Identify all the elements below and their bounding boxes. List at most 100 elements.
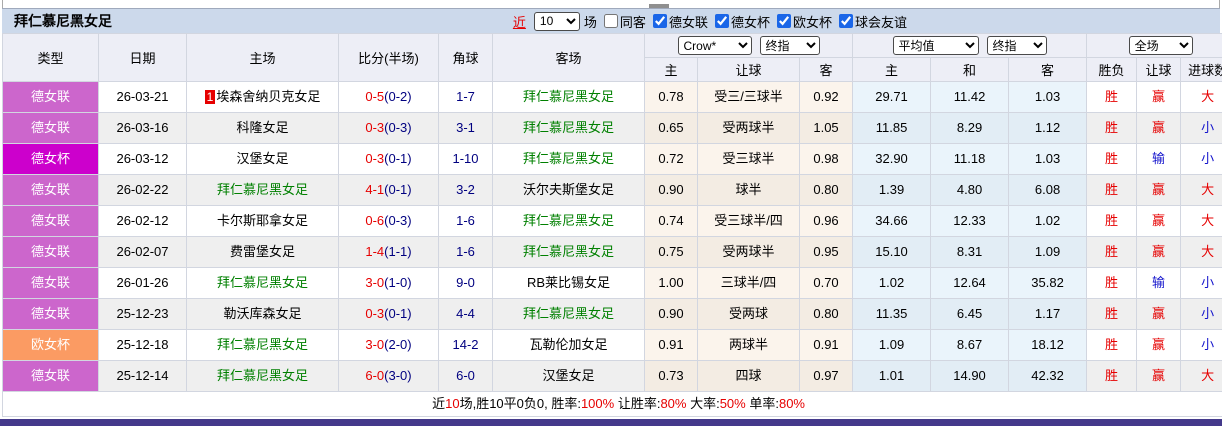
score-cell[interactable]: 0-3(0-1) [338, 143, 439, 175]
home-team-name[interactable]: 拜仁慕尼黑女足 [216, 337, 308, 352]
match-type-cell: 德女联 [2, 236, 99, 268]
home-team-name[interactable]: 埃森舍纳贝克女足 [216, 89, 321, 104]
table-row: 德女联 25-12-23 勒沃库森女足 0-3(0-1) 4-4 拜仁慕尼黑女足… [2, 298, 1222, 330]
home-team-name[interactable]: 汉堡女足 [236, 151, 289, 166]
away-team-cell[interactable]: 拜仁慕尼黑女足 [492, 205, 645, 237]
home-team-cell[interactable]: 费雷堡女足 [186, 236, 339, 268]
filter-checkbox-cup[interactable] [714, 14, 729, 28]
home-team-cell[interactable]: 卡尔斯耶拿女足 [186, 205, 339, 237]
away-team-name[interactable]: 拜仁慕尼黑女足 [522, 306, 614, 321]
final-index-select-2[interactable]: 终指 [986, 36, 1047, 55]
home-team-cell[interactable]: 拜仁慕尼黑女足 [186, 329, 339, 361]
avg-home-cell: 32.90 [852, 143, 932, 175]
away-team-name[interactable]: 瓦勒伦加女足 [529, 337, 608, 352]
col-avg-home: 主 [852, 57, 932, 82]
home-odds-cell: 0.90 [644, 174, 698, 206]
away-team-name[interactable]: 拜仁慕尼黑女足 [522, 213, 614, 228]
rank-badge: 1 [204, 90, 216, 104]
result-cell: 胜 [1086, 360, 1138, 392]
handicap-result-cell: 赢 [1136, 236, 1182, 268]
home-team-name[interactable]: 科隆女足 [236, 120, 289, 135]
match-type-badge: 德女联 [3, 299, 98, 329]
recent-link[interactable]: 近 [512, 14, 526, 30]
away-team-cell[interactable]: 拜仁慕尼黑女足 [492, 81, 645, 113]
away-team-cell[interactable]: 沃尔夫斯堡女足 [492, 174, 645, 206]
home-team-name[interactable]: 勒沃库森女足 [223, 306, 302, 321]
home-team-name[interactable]: 卡尔斯耶拿女足 [216, 213, 308, 228]
table-row: 德女联 25-12-14 拜仁慕尼黑女足 6-0(3-0) 6-0 汉堡女足 0… [2, 360, 1222, 392]
avg-away-cell: 1.03 [1008, 143, 1088, 175]
average-select[interactable]: 平均值 [892, 36, 979, 55]
home-team-cell[interactable]: 科隆女足 [186, 112, 339, 144]
away-team-name[interactable]: 拜仁慕尼黑女足 [522, 151, 614, 166]
goals-cell: 小 [1180, 143, 1222, 175]
avg-away-cell: 1.12 [1008, 112, 1088, 144]
corner-cell: 9-0 [438, 267, 493, 299]
filter-checkbox-euro[interactable] [776, 14, 791, 28]
home-team-cell[interactable]: 拜仁慕尼黑女足 [186, 267, 339, 299]
summary-segment: 大率: [686, 396, 720, 411]
avg-away-cell: 35.82 [1008, 267, 1088, 299]
away-team-cell[interactable]: 拜仁慕尼黑女足 [492, 143, 645, 175]
avg-draw-cell: 8.67 [930, 329, 1010, 361]
filter-controls: 近 10 场 同客 德女联 德女杯 欧女杯 球会友谊 [512, 11, 907, 31]
score-cell[interactable]: 1-4(1-1) [338, 236, 439, 268]
filter-label-cup: 德女杯 [730, 14, 770, 30]
score-cell[interactable]: 4-1(0-1) [338, 174, 439, 206]
away-odds-cell: 0.95 [798, 236, 854, 268]
home-team-cell[interactable]: 汉堡女足 [186, 143, 339, 175]
title-bar: 拜仁慕尼黑女足 近 10 场 同客 德女联 德女杯 欧女杯 球会友谊 [2, 8, 1220, 33]
final-index-select-1[interactable]: 终指 [759, 36, 820, 55]
home-team-name[interactable]: 拜仁慕尼黑女足 [216, 182, 308, 197]
away-team-name[interactable]: RB莱比锡女足 [526, 275, 611, 290]
match-type-badge: 德女联 [3, 206, 98, 236]
handicap-result-cell: 赢 [1136, 205, 1182, 237]
full-time-score: 3-0 [365, 337, 385, 352]
handicap-cell: 三球半/四 [697, 267, 800, 299]
score-cell[interactable]: 3-0(2-0) [338, 329, 439, 361]
home-team-name[interactable]: 拜仁慕尼黑女足 [216, 275, 308, 290]
recent-count-select[interactable]: 10 [533, 11, 580, 31]
away-team-cell[interactable]: 汉堡女足 [492, 360, 645, 392]
filter-label-friendly: 球会友谊 [854, 14, 907, 30]
filter-checkbox-friendly[interactable] [838, 14, 853, 28]
score-cell[interactable]: 0-3(0-1) [338, 298, 439, 330]
away-team-cell[interactable]: 拜仁慕尼黑女足 [492, 112, 645, 144]
col-avg-draw: 和 [930, 57, 1010, 82]
away-team-cell[interactable]: 拜仁慕尼黑女足 [492, 298, 645, 330]
away-team-name[interactable]: 拜仁慕尼黑女足 [522, 89, 614, 104]
handicap-result-cell: 输 [1136, 267, 1182, 299]
away-team-name[interactable]: 沃尔夫斯堡女足 [522, 182, 614, 197]
away-team-name[interactable]: 拜仁慕尼黑女足 [522, 120, 614, 135]
date-cell: 26-01-26 [98, 267, 187, 299]
avg-home-cell: 29.71 [852, 81, 932, 113]
handicap-cell: 受三球半/四 [697, 205, 800, 237]
away-team-cell[interactable]: 拜仁慕尼黑女足 [492, 236, 645, 268]
filter-checkbox-league[interactable] [652, 14, 667, 28]
home-team-name[interactable]: 拜仁慕尼黑女足 [216, 368, 308, 383]
home-team-cell[interactable]: 勒沃库森女足 [186, 298, 339, 330]
home-team-cell[interactable]: 1 埃森舍纳贝克女足 [186, 81, 339, 113]
bookmaker-select[interactable]: Crow* [677, 36, 752, 55]
home-team-cell[interactable]: 拜仁慕尼黑女足 [186, 360, 339, 392]
same-venue-checkbox[interactable] [603, 14, 618, 28]
away-team-name[interactable]: 拜仁慕尼黑女足 [522, 244, 614, 259]
avg-away-cell: 42.32 [1008, 360, 1088, 392]
away-team-name[interactable]: 汉堡女足 [542, 368, 595, 383]
scope-select[interactable]: 全场 [1128, 36, 1193, 55]
table-row: 德女联 26-02-07 费雷堡女足 1-4(1-1) 1-6 拜仁慕尼黑女足 … [2, 236, 1222, 268]
match-type-cell: 德女联 [2, 205, 99, 237]
away-team-cell[interactable]: RB莱比锡女足 [492, 267, 645, 299]
half-time-score: (1-1) [384, 244, 412, 259]
home-team-cell[interactable]: 拜仁慕尼黑女足 [186, 174, 339, 206]
col-corner: 角球 [438, 33, 493, 82]
score-cell[interactable]: 3-0(1-0) [338, 267, 439, 299]
result-cell: 胜 [1086, 236, 1138, 268]
score-cell[interactable]: 0-6(0-3) [338, 205, 439, 237]
away-team-cell[interactable]: 瓦勒伦加女足 [492, 329, 645, 361]
score-cell[interactable]: 6-0(3-0) [338, 360, 439, 392]
home-team-name[interactable]: 费雷堡女足 [229, 244, 295, 259]
avg-home-cell: 1.39 [852, 174, 932, 206]
score-cell[interactable]: 0-5(0-2) [338, 81, 439, 113]
score-cell[interactable]: 0-3(0-3) [338, 112, 439, 144]
